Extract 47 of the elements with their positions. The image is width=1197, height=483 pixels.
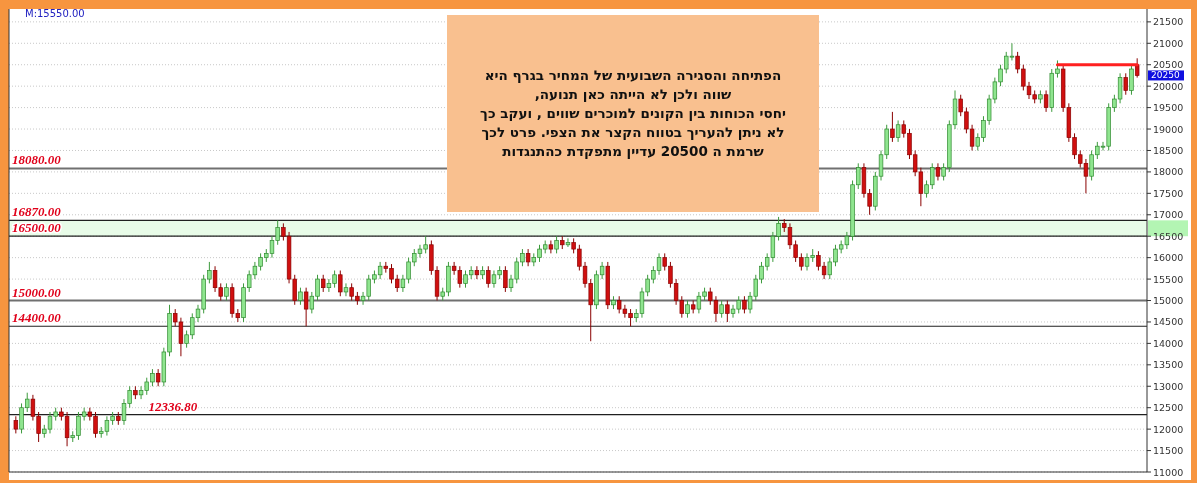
ref-line-label: 14400.00 [12, 310, 62, 326]
ref-line-label: 16500.00 [12, 220, 62, 236]
y-tick-label: 21500 [1153, 16, 1184, 28]
y-tick-label: 18500 [1153, 144, 1184, 156]
candlestick [1134, 57, 1140, 79]
y-tick-label: 15500 [1153, 273, 1184, 285]
ref-line-label: 15000.00 [12, 284, 62, 300]
candlestick [890, 111, 895, 143]
y-tick-label: 16000 [1153, 252, 1184, 264]
y-tick-label: 12500 [1153, 402, 1184, 414]
candlestick [548, 240, 554, 254]
candlestick [343, 282, 349, 297]
candlestick [565, 237, 571, 248]
y-tick-label: 20000 [1153, 80, 1184, 92]
ref-line-label: 16870.00 [12, 204, 62, 220]
y-tick-label: 13000 [1153, 380, 1184, 392]
candlestick [1123, 72, 1128, 96]
y-tick-label: 19500 [1153, 102, 1184, 114]
candlestick [1043, 89, 1049, 113]
annotation: הפתיחה והסגירה השבועית של המחיר בגרף היא שווה ולכן לא הייתה כאן תנועה, יחסי הכוחות בין הקונים למוכרים שווים , ועקב כך לא ניתן להעריך בטווח הקצר את הצפי. פרט לכך שרמת ה 20500 עדיין מתפקדת כהתנגדות [480, 67, 786, 159]
y-tick-label: 19000 [1153, 123, 1184, 135]
candlestick [1129, 64, 1134, 96]
note-box: הפתיחה והסגירה השבועית של המחיר בגרף היא שווה ולכן לא הייתה כאן תנועה, יחסי הכוחות בין הקונים למוכרים שווים , ועקב כך לא ניתן להעריך בטווח הקצר את הצפי. פרט לכך שרמת ה 20500 עדיין מתפקדת כהתנגדות [447, 15, 819, 212]
text: 20250 [1151, 70, 1180, 81]
candlestick [474, 265, 480, 280]
y-tick-label: 13500 [1153, 359, 1184, 371]
y-tick-label: 14500 [1153, 316, 1184, 328]
candlestick [338, 270, 343, 297]
candlestick [725, 300, 730, 323]
annotation: M:15550.00 [25, 8, 85, 19]
y-tick-label: 16500 [1153, 230, 1184, 242]
y-tick-label: 12000 [1153, 423, 1184, 435]
y-tick-label: 15000 [1153, 295, 1184, 307]
ref-line-label: 12336.80 [148, 398, 198, 414]
y-tick-label: 11000 [1153, 466, 1184, 478]
candlestick [486, 265, 491, 289]
y-tick-label: 17500 [1153, 187, 1184, 199]
candlestick [895, 119, 901, 143]
y-tick-label: 18000 [1153, 166, 1184, 178]
ref-line-label: 18080.00 [12, 152, 62, 168]
candlestick [303, 287, 309, 327]
y-tick-label: 14000 [1153, 337, 1184, 349]
y-tick-label: 21000 [1153, 37, 1184, 49]
y-tick-label: 20500 [1153, 59, 1184, 71]
candlestick [503, 265, 508, 293]
y-tick-label: 17000 [1153, 209, 1184, 221]
y-tick-label: 11500 [1153, 445, 1184, 457]
